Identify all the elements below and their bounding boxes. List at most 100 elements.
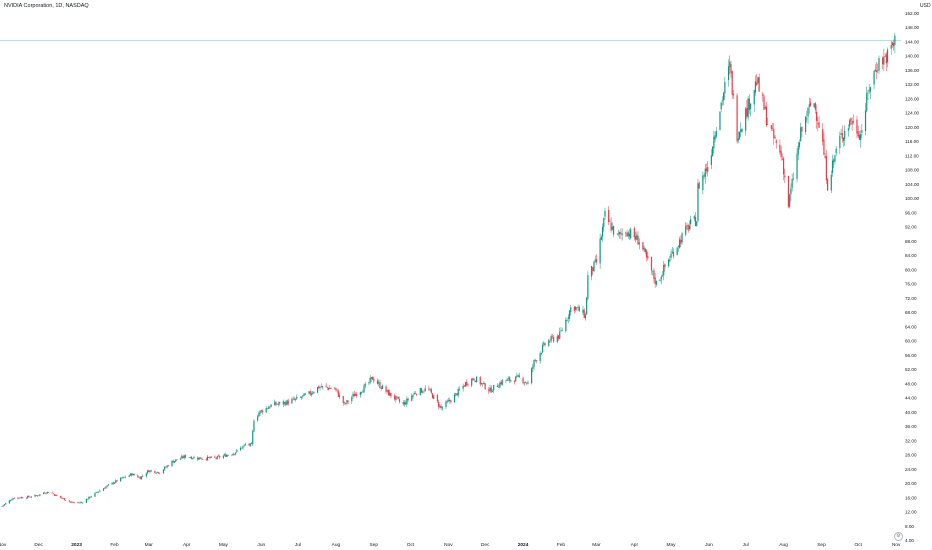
candle-down [47, 492, 50, 493]
candle-down [80, 501, 83, 504]
candle-up [723, 91, 725, 106]
candle-down [456, 393, 458, 397]
y-tick-label: 100.00 [905, 196, 919, 201]
candle-down [664, 263, 666, 272]
candle-down [637, 231, 639, 245]
candle-up [659, 278, 661, 282]
candle-up [480, 382, 483, 386]
candle-down [891, 41, 894, 48]
candle-up [703, 172, 705, 180]
y-tick-label: 80.00 [905, 267, 917, 272]
candle-up [577, 304, 579, 311]
candle-up [688, 220, 690, 232]
candle-up [517, 374, 519, 378]
candle-up [260, 409, 262, 413]
candle-up [321, 385, 324, 390]
candle-up [42, 492, 45, 495]
candle-up [296, 394, 298, 400]
x-tick-label: Jun [705, 542, 713, 548]
candle-down [526, 382, 528, 386]
candle-up [216, 455, 218, 460]
candle-down [430, 387, 432, 395]
gear-icon[interactable]: ⚙ [894, 532, 903, 541]
candle-down [133, 473, 135, 476]
candle-down [680, 235, 682, 248]
candle-down [56, 494, 58, 496]
candle-down [824, 152, 826, 159]
candle-up [491, 389, 494, 393]
candle-up [94, 492, 96, 498]
candle-down [157, 471, 160, 474]
y-tick-label: 76.00 [905, 282, 917, 287]
y-tick-label: 24.00 [905, 467, 917, 472]
candle-down [197, 456, 199, 461]
x-tick-label: Nov [444, 542, 453, 548]
candle-down [687, 223, 689, 233]
candle-up [567, 314, 569, 324]
candle-down [326, 386, 328, 391]
candle-down [51, 491, 53, 494]
candle-down [87, 498, 89, 500]
y-tick-label: 104.00 [905, 182, 919, 187]
candle-down [732, 89, 735, 100]
candle-down [53, 493, 56, 497]
candle-down [131, 473, 133, 477]
candle-down [148, 469, 150, 473]
x-tick-label: Jul [743, 542, 749, 548]
candle-up [198, 457, 200, 461]
candle-up [25, 497, 28, 499]
candle-down [620, 228, 622, 240]
candle-up [294, 398, 297, 402]
candle-up [455, 392, 457, 397]
currency-label: USD [920, 3, 931, 9]
candle-down [397, 396, 399, 400]
candle-up [105, 486, 107, 489]
y-tick-label: 152.00 [905, 11, 919, 16]
candle-up [107, 483, 110, 487]
candle-up [312, 390, 314, 396]
candle-down [241, 447, 243, 449]
candle-up [389, 389, 391, 397]
candle-up [283, 401, 286, 406]
candle-up [142, 474, 144, 478]
candle-up [754, 75, 757, 96]
candle-down [385, 384, 387, 395]
candle-down [167, 464, 169, 467]
candle-up [252, 429, 254, 447]
candle-down [215, 457, 217, 461]
y-tick-label: 92.00 [905, 225, 917, 230]
candle-down [731, 70, 733, 99]
candle-up [370, 377, 372, 382]
candle-down [72, 501, 74, 504]
candle-down [850, 117, 852, 126]
x-tick-label: May [667, 542, 677, 548]
candle-up [129, 473, 132, 476]
candle-up [189, 456, 191, 459]
candle-down [827, 177, 829, 192]
y-tick-label: 124.00 [905, 111, 919, 116]
candle-down [784, 168, 786, 184]
candle-up [38, 495, 40, 497]
candle-down [736, 93, 738, 144]
candle-down [285, 400, 287, 407]
x-tick-label: 2024 [518, 542, 529, 548]
candle-up [873, 69, 875, 90]
candle-up [265, 405, 267, 414]
candle-down [535, 359, 538, 364]
chart-title: NVIDIA Corporation, 1D, NASDAQ [4, 3, 89, 9]
candle-down [436, 393, 439, 403]
candle-down [266, 408, 269, 410]
candle-up [531, 367, 533, 385]
candle-up [883, 48, 885, 72]
y-tick-label: 144.00 [905, 39, 919, 44]
candle-up [222, 454, 224, 460]
candle-down [484, 382, 486, 390]
candle-up [702, 171, 704, 195]
candle-up [866, 86, 868, 113]
candle-up [279, 401, 281, 406]
candle-down [774, 135, 776, 140]
candle-up [3, 503, 6, 507]
y-tick-label: 64.00 [905, 324, 917, 329]
